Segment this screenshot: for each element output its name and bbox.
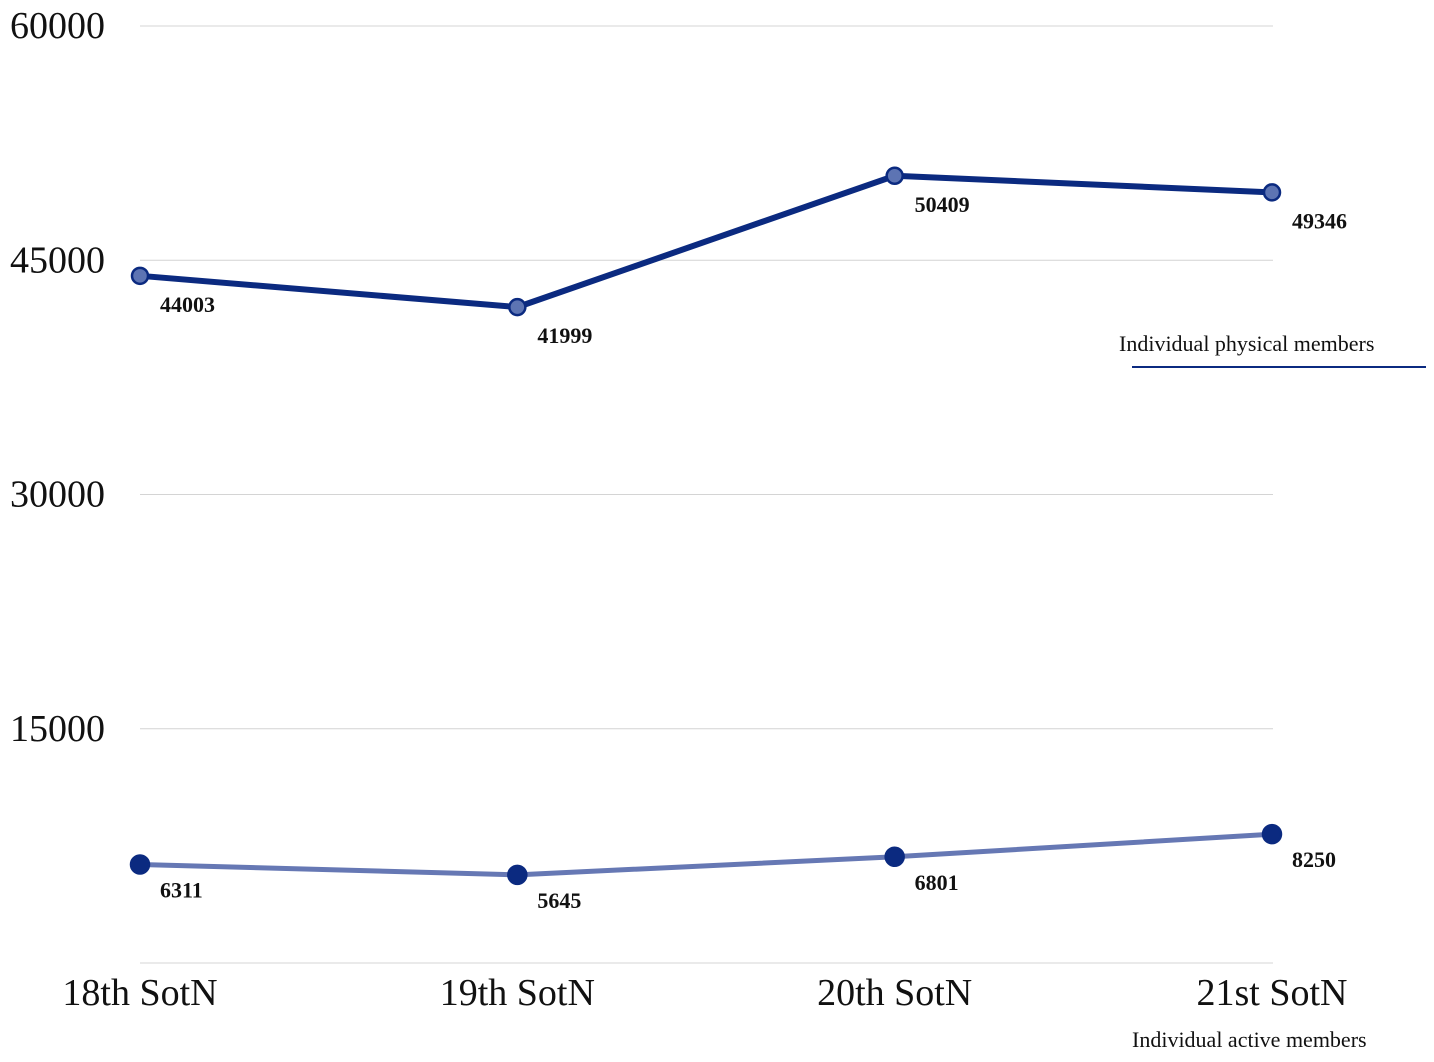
data-point-2 bbox=[507, 864, 528, 886]
y-axis-tick-labels: 15000 30000 45000 60000 bbox=[10, 5, 105, 750]
data-label-1: 50409 bbox=[915, 192, 970, 217]
data-point-1 bbox=[1262, 183, 1282, 202]
data-point-2 bbox=[884, 846, 905, 868]
data-point-1 bbox=[508, 297, 527, 317]
data-label-1: 44003 bbox=[160, 292, 215, 317]
legend: Individual physical members Individual ac… bbox=[1119, 331, 1426, 1052]
data-label-2: 5645 bbox=[537, 888, 581, 913]
legend-label-active-members: Individual active members bbox=[1132, 1027, 1367, 1052]
x-axis-tick-labels: 18th SotN 19th SotN 20th SotN 21st SotN bbox=[62, 972, 1347, 1014]
data-label-2: 6311 bbox=[160, 877, 203, 902]
data-label-2: 8250 bbox=[1292, 847, 1336, 872]
y-tick-label: 30000 bbox=[10, 474, 105, 516]
y-tick-label: 60000 bbox=[10, 5, 105, 47]
data-point-1 bbox=[885, 166, 904, 186]
legend-label-physical-members: Individual physical members bbox=[1119, 331, 1374, 356]
data-labels: 44003 41999 50409 49346 6311 5645 6801 8250 bbox=[160, 192, 1347, 913]
series-line-1 bbox=[137, 172, 1275, 311]
x-tick-label: 18th SotN bbox=[62, 972, 217, 1014]
gridlines bbox=[140, 25, 1273, 964]
data-label-1: 49346 bbox=[1292, 208, 1347, 233]
data-point-1 bbox=[130, 266, 150, 286]
y-tick-label: 45000 bbox=[10, 239, 105, 281]
data-point-2 bbox=[129, 854, 151, 875]
series-line-2 bbox=[137, 831, 1275, 878]
x-tick-label: 21st SotN bbox=[1197, 972, 1348, 1014]
y-tick-label: 15000 bbox=[10, 708, 105, 750]
data-label-1: 41999 bbox=[537, 323, 592, 348]
x-tick-label: 20th SotN bbox=[817, 972, 972, 1014]
data-label-2: 6801 bbox=[915, 870, 959, 895]
series-lines bbox=[129, 166, 1283, 886]
x-tick-label: 19th SotN bbox=[440, 972, 595, 1014]
data-point-2 bbox=[1261, 823, 1283, 845]
